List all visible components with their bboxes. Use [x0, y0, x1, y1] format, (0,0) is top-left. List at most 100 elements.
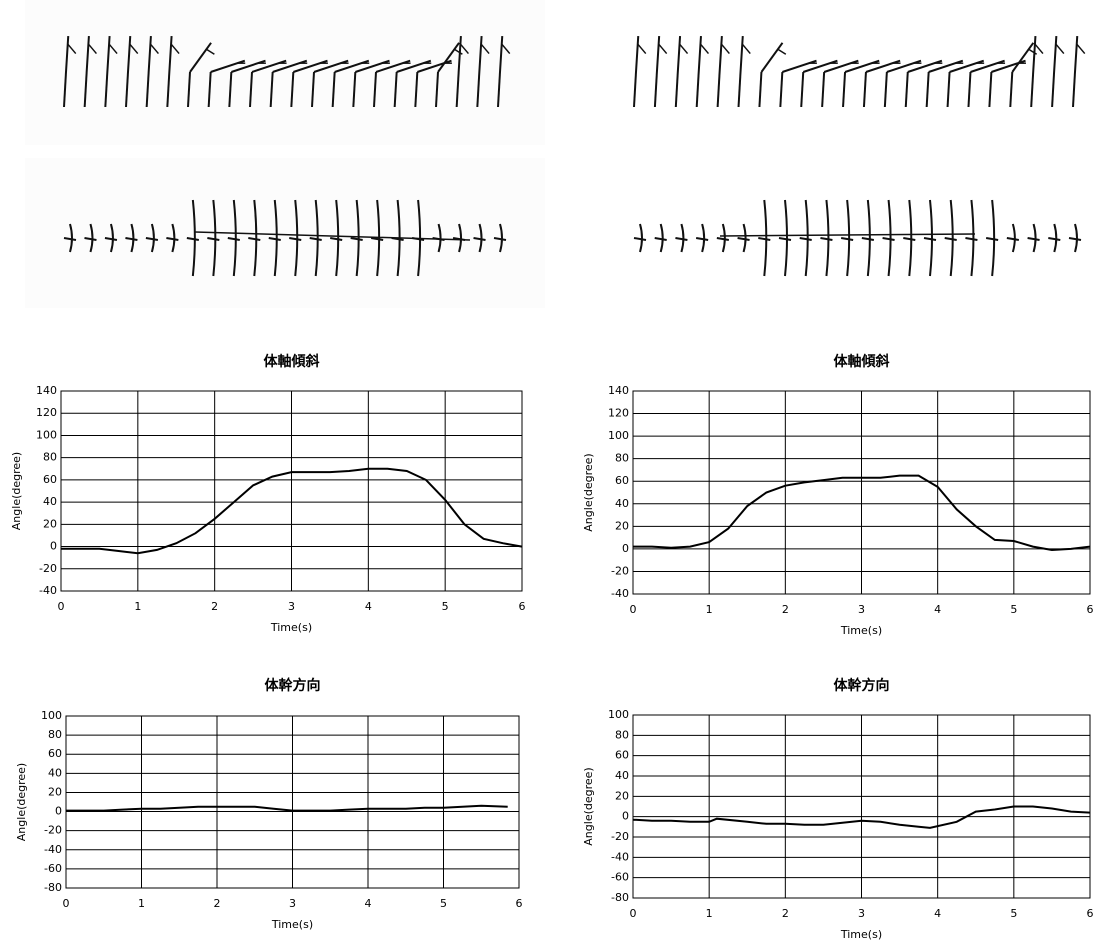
y-tick-label: -40: [611, 850, 629, 863]
stick-top: [69, 223, 73, 253]
y-tick-label: 0: [50, 540, 57, 553]
stick-leg: [1009, 71, 1014, 108]
y-tick-label: 20: [615, 519, 629, 532]
stick-arm: [108, 43, 118, 55]
stick-arm: [699, 43, 710, 55]
y-tick-label: 20: [48, 785, 62, 798]
x-tick-label: 6: [1087, 603, 1094, 616]
stick-leg: [373, 71, 377, 108]
stick-leg: [414, 71, 419, 108]
stick-arm: [459, 43, 469, 55]
stick-top: [294, 199, 299, 277]
stick-top: [335, 199, 340, 277]
stick-top: [314, 199, 319, 277]
stick-leg: [1072, 71, 1076, 108]
y-tick-label: 100: [608, 708, 629, 721]
x-tick-label: 6: [516, 897, 523, 910]
stick-top: [846, 199, 851, 277]
y-tick-label: 100: [36, 428, 57, 441]
y-tick-label: 80: [43, 451, 57, 464]
stick-figure-panel: [25, 158, 545, 308]
x-tick-label: 2: [782, 603, 789, 616]
stick-arm: [170, 43, 180, 55]
stick-trunk: [1053, 36, 1058, 73]
stick-leg: [393, 71, 398, 108]
x-tick-label: 3: [858, 603, 865, 616]
x-axis-label: Time(s): [270, 621, 312, 634]
stick-top-bar: [186, 237, 200, 241]
stick-trunk: [1074, 36, 1079, 73]
y-tick-label: 100: [41, 709, 62, 722]
stick-top: [478, 223, 483, 253]
stick-top: [253, 199, 258, 277]
y-tick-label: -40: [611, 587, 629, 600]
stick-trunk: [127, 36, 132, 73]
y-tick-label: 80: [48, 728, 62, 741]
stick-top: [437, 223, 442, 253]
stick-leg: [946, 71, 951, 108]
x-tick-label: 1: [138, 897, 145, 910]
stick-trunk: [676, 36, 682, 73]
stick-leg: [331, 71, 336, 108]
x-tick-label: 5: [1010, 907, 1017, 920]
x-tick-label: 6: [519, 600, 526, 613]
y-axis-label: Angle(degree): [15, 763, 28, 841]
stick-top-bar: [248, 237, 261, 241]
stick-arm: [1055, 43, 1065, 55]
stick-top-bar: [820, 237, 833, 241]
y-tick-label: -20: [44, 824, 62, 837]
stick-leg: [145, 71, 150, 108]
stick-top: [1074, 223, 1078, 253]
stick-top-bar: [882, 237, 895, 241]
y-tick-label: 140: [608, 384, 629, 397]
stick-top-bar: [166, 237, 179, 241]
stick-top: [171, 223, 176, 253]
x-axis-label: Time(s): [840, 928, 882, 941]
x-tick-label: 4: [365, 897, 372, 910]
stick-top-bar: [778, 237, 792, 241]
stick-leg: [716, 71, 721, 108]
stick-top: [232, 199, 237, 277]
stick-leg: [455, 71, 460, 108]
stick-leg: [290, 71, 295, 108]
stick-arm: [480, 43, 490, 55]
y-tick-label: 20: [43, 517, 57, 530]
stick-leg: [269, 71, 274, 108]
x-tick-label: 4: [934, 603, 941, 616]
stick-top: [1011, 223, 1016, 253]
stick-top-bar: [903, 237, 916, 241]
stick-top-bar: [493, 237, 507, 241]
stick-top-bar: [923, 237, 937, 241]
stick-top-bar: [840, 237, 854, 241]
stick-leg: [187, 71, 191, 108]
y-tick-label: 60: [43, 473, 57, 486]
stick-top: [659, 223, 664, 253]
stick-arm: [637, 43, 647, 55]
stick-leg: [674, 71, 679, 108]
stick-top-bar: [737, 237, 750, 241]
x-tick-label: 1: [706, 907, 713, 920]
stick-leg: [737, 71, 742, 108]
x-tick-label: 5: [440, 897, 447, 910]
stick-top: [991, 199, 996, 277]
y-tick-label: 80: [615, 728, 629, 741]
stick-top: [639, 223, 643, 253]
x-tick-label: 0: [63, 897, 70, 910]
stick-top: [458, 223, 463, 253]
stick-top: [89, 223, 94, 253]
stick-arm: [205, 48, 215, 55]
stick-top-bar: [965, 237, 978, 241]
x-tick-label: 1: [134, 600, 141, 613]
stick-top: [130, 223, 135, 253]
stick-trunk: [1011, 42, 1035, 73]
stick-top: [825, 199, 830, 277]
x-axis-label: Time(s): [840, 624, 882, 637]
y-tick-label: 60: [615, 474, 629, 487]
y-tick-label: -80: [44, 881, 62, 894]
stick-top-bar: [719, 233, 976, 237]
y-axis-label: Angle(degree): [582, 453, 595, 531]
stick-top-bar: [799, 237, 812, 241]
stick-arm: [678, 43, 689, 55]
stick-top-bar: [350, 237, 363, 241]
